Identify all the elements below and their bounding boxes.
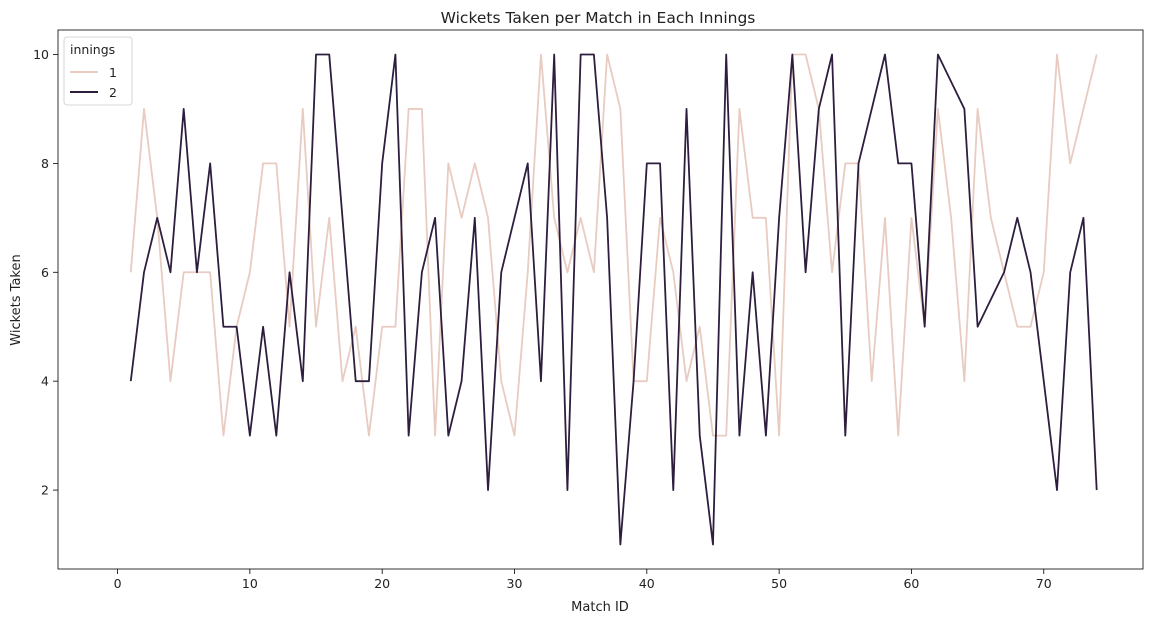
x-tick-label: 30 <box>507 576 523 591</box>
legend-title: innings <box>70 42 115 57</box>
x-tick-label: 20 <box>374 576 390 591</box>
plot-area <box>57 29 1144 570</box>
x-axis: 0 10 20 30 40 50 60 70 <box>114 569 1052 591</box>
y-tick-label: 10 <box>33 47 49 62</box>
chart-title: Wickets Taken per Match in Each Innings <box>441 9 756 27</box>
legend: innings 1 2 <box>63 36 133 106</box>
legend-label-2: 2 <box>109 85 117 100</box>
series-line-2 <box>129 53 1098 546</box>
y-axis: 2 4 6 8 10 <box>33 47 58 498</box>
y-tick-label: 6 <box>41 265 49 280</box>
x-axis-label: Match ID <box>571 600 629 615</box>
y-tick-label: 8 <box>41 156 49 171</box>
y-axis-label: Wickets Taken <box>9 254 24 345</box>
y-tick-label: 2 <box>41 483 49 498</box>
legend-label-1: 1 <box>109 65 117 80</box>
series-layer <box>129 53 1098 546</box>
x-tick-label: 40 <box>639 576 655 591</box>
x-tick-label: 60 <box>903 576 919 591</box>
x-tick-label: 50 <box>771 576 787 591</box>
x-tick-label: 10 <box>242 576 258 591</box>
x-tick-label: 0 <box>114 576 122 591</box>
y-tick-label: 4 <box>41 374 49 389</box>
x-tick-label: 70 <box>1036 576 1052 591</box>
